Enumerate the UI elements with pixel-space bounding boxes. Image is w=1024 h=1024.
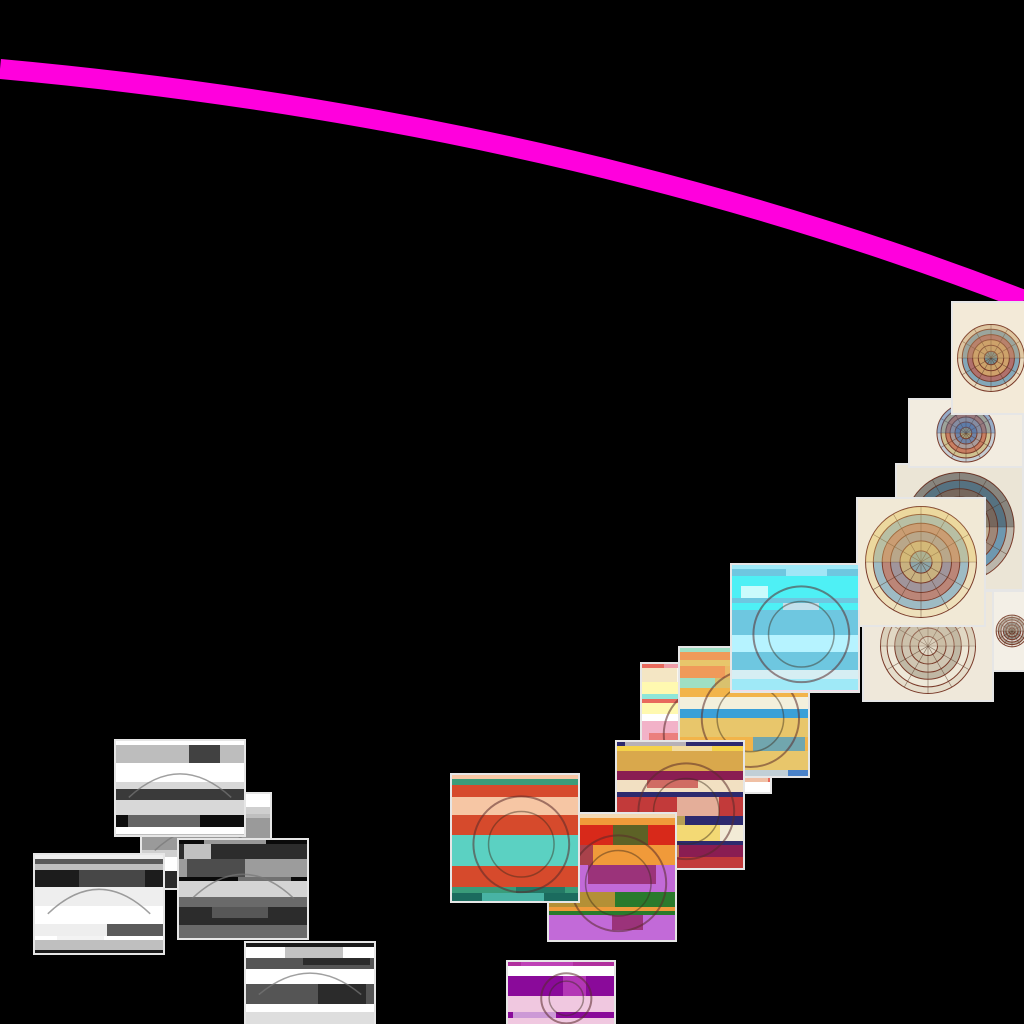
thumbnail-image (116, 741, 244, 835)
thumbnail-image (452, 775, 578, 901)
image-thumbnail[interactable] (506, 960, 616, 1024)
image-thumbnail[interactable] (951, 301, 1024, 415)
thumbnail-image (994, 592, 1024, 670)
thumbnail-image (508, 962, 614, 1024)
image-thumbnail[interactable] (114, 739, 246, 837)
image-thumbnail[interactable] (730, 563, 860, 693)
image-thumbnail[interactable] (856, 497, 986, 627)
image-thumbnail[interactable] (992, 590, 1024, 672)
thumbnail-image (246, 943, 374, 1024)
thumbnail-image (179, 840, 307, 938)
image-thumbnail[interactable] (244, 941, 376, 1024)
thumbnail-image (35, 855, 163, 953)
image-thumbnail[interactable] (450, 773, 580, 903)
thumbnail-image (858, 499, 984, 625)
thumbnail-image (953, 303, 1024, 413)
thumbnail-image (732, 565, 858, 691)
image-thumbnail[interactable] (177, 838, 309, 940)
image-thumbnail[interactable] (33, 853, 165, 955)
